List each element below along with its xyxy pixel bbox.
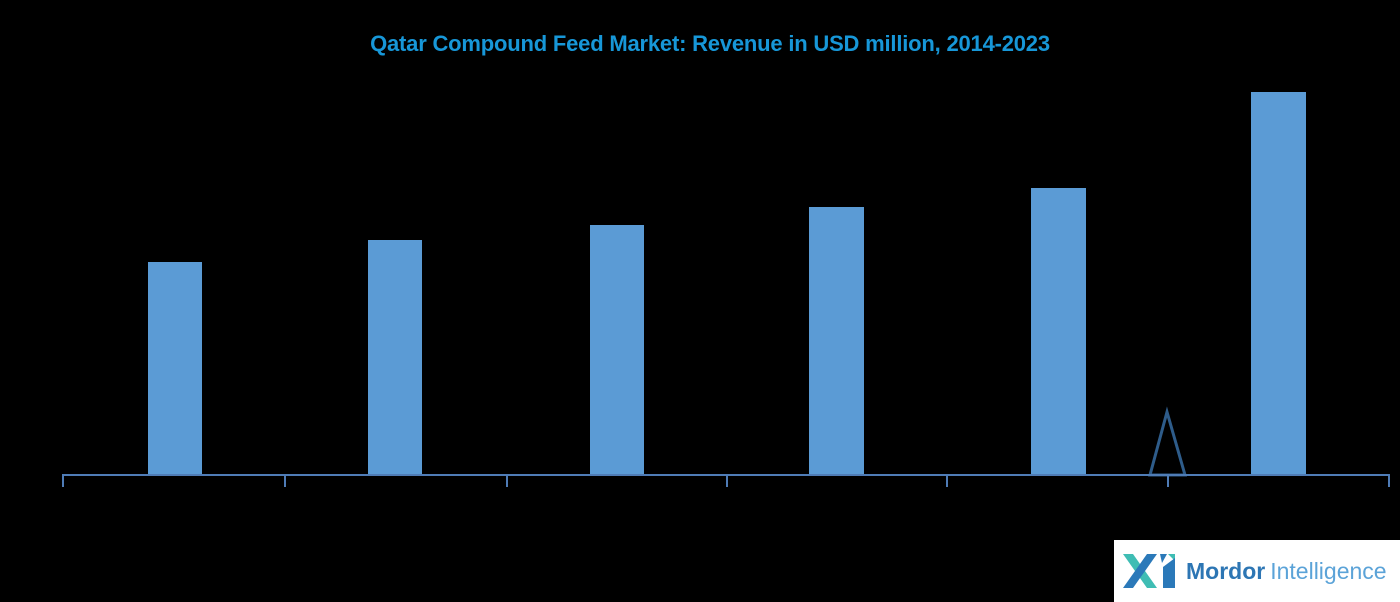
- logo: Mordor Intelligence: [1114, 540, 1400, 602]
- bar: [148, 262, 202, 475]
- axis-tick: [284, 474, 286, 487]
- axis-tick: [946, 474, 948, 487]
- axis-tick: [1388, 474, 1390, 487]
- bar: [1031, 188, 1086, 475]
- axis-tick: [62, 474, 64, 487]
- logo-wordmark: Mordor Intelligence: [1186, 558, 1387, 585]
- bar: [590, 225, 644, 475]
- logo-mark-icon: [1123, 554, 1175, 588]
- logo-text-light: Intelligence: [1270, 557, 1387, 584]
- triangle-marker-icon: [1148, 406, 1187, 477]
- chart-title: Qatar Compound Feed Market: Revenue in U…: [370, 31, 1050, 56]
- logo-text-bold: Mordor: [1186, 557, 1266, 584]
- axis-tick: [1167, 474, 1169, 487]
- bar: [368, 240, 422, 475]
- bar: [809, 207, 864, 475]
- bar: [1251, 92, 1306, 475]
- axis-tick: [726, 474, 728, 487]
- axis-tick: [506, 474, 508, 487]
